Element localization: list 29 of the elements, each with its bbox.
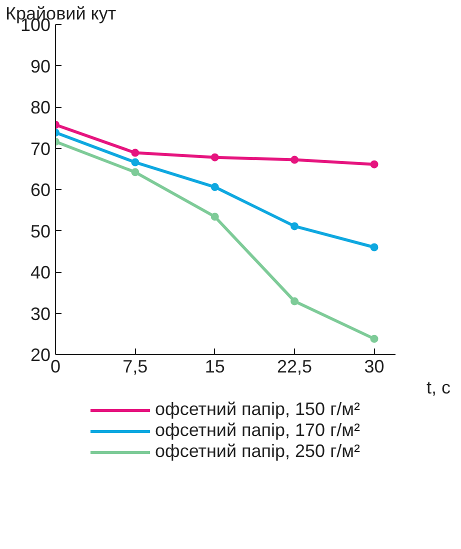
- x-axis-title: t, с: [426, 378, 451, 398]
- point: [290, 156, 299, 164]
- point: [131, 148, 140, 157]
- y-tick-label: 40: [30, 262, 51, 282]
- legend-label: офсетний папір, 170 г/м²: [154, 420, 360, 441]
- point: [370, 243, 378, 252]
- point: [370, 334, 378, 343]
- point: [131, 168, 140, 176]
- legend-label: офсетний папір, 250 г/м²: [154, 441, 360, 462]
- point: [210, 183, 219, 192]
- y-tick-label: 60: [30, 180, 51, 200]
- y-tick-label: 70: [30, 138, 51, 159]
- point: [290, 222, 299, 230]
- y-tick-label: 90: [30, 56, 51, 76]
- point: [210, 212, 219, 221]
- y-tick-label: 30: [30, 304, 51, 324]
- y-tick-label: 20: [30, 345, 51, 365]
- point: [290, 297, 299, 306]
- legend-label: офсетний папір, 150 г/м²: [154, 399, 360, 420]
- point: [370, 160, 378, 168]
- point: [210, 153, 219, 162]
- y-tick-label: 80: [30, 98, 51, 118]
- y-tick-label: 50: [30, 221, 51, 242]
- x-tick-label: 22,5: [277, 356, 312, 376]
- x-tick-label: 7,5: [122, 356, 148, 376]
- point: [131, 158, 140, 166]
- x-tick-label: 0: [50, 356, 61, 376]
- x-tick-label: 30: [364, 356, 384, 376]
- x-tick-label: 15: [204, 356, 225, 376]
